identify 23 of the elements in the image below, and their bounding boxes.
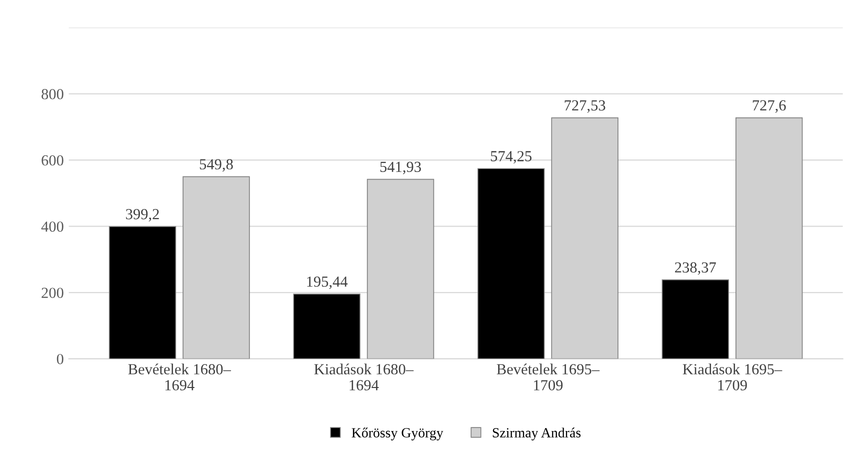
data-label: 195,44: [307, 276, 348, 289]
bar: [108, 226, 176, 359]
data-label: 549,8: [200, 159, 233, 172]
y-tick-label: 600: [42, 155, 64, 166]
data-label: 238,37: [675, 262, 716, 275]
y-tick-label: 800: [42, 88, 64, 100]
legend-label: Szirmay András: [492, 428, 581, 440]
data-label: 541,93: [380, 162, 421, 174]
y-tick-label: 0: [56, 354, 64, 364]
legend-label: Kőrössy György: [352, 428, 444, 440]
x-tick-label: Kiadások 1695– 1709: [682, 364, 782, 390]
bar: [662, 279, 729, 359]
x-tick-label: Kiadások 1680– 1694: [314, 364, 414, 390]
bar: [293, 294, 360, 359]
data-label: 574,25: [490, 151, 532, 164]
bar: [477, 168, 545, 359]
data-label: 727,6: [752, 100, 786, 113]
x-tick-label: Bevételek 1695– 1709: [496, 364, 600, 390]
y-tick-label: 400: [41, 221, 64, 232]
x-tick-label: Bevételek 1680– 1694: [128, 364, 232, 390]
y-tick-label: 200: [42, 288, 64, 298]
data-label: 399,2: [126, 209, 159, 222]
data-label: 727,53: [564, 100, 606, 113]
